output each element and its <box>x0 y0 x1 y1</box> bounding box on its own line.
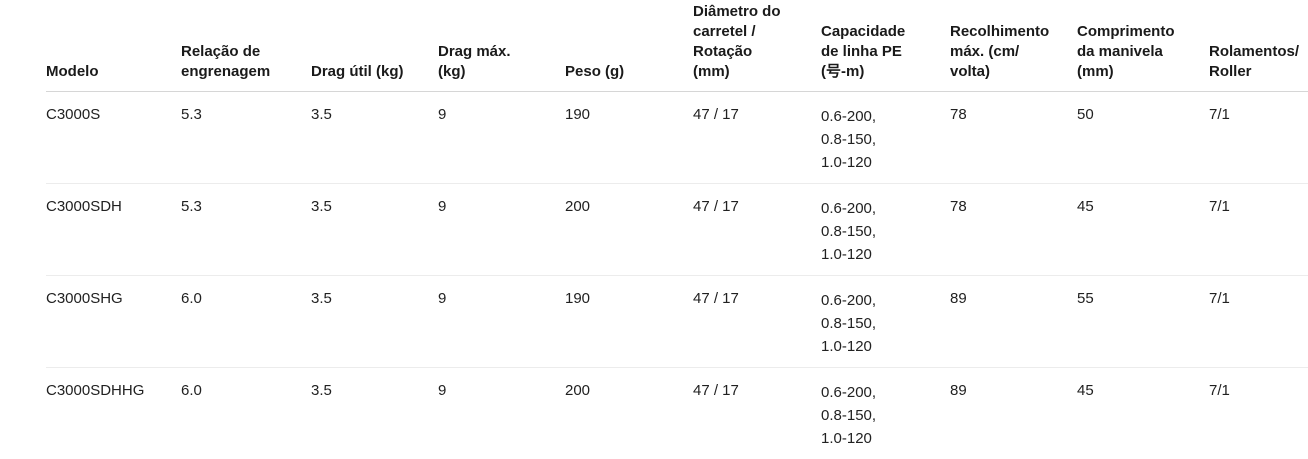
cell-diametro: 47 / 17 <box>693 382 739 399</box>
cell-recolhimento: 89 <box>950 382 967 399</box>
cell-drag-max: 9 <box>438 198 447 215</box>
cell-modelo: C3000SDH <box>46 198 122 215</box>
cell-comprimento: 45 <box>1077 198 1094 215</box>
cell-diametro: 47 / 17 <box>693 198 739 215</box>
cell-rolamentos: 7/1 <box>1209 198 1230 215</box>
cell-peso: 190 <box>565 290 591 307</box>
cell-modelo: C3000SDHHG <box>46 382 145 399</box>
column-header-modelo: Modelo <box>46 2 181 92</box>
cell-comprimento: 55 <box>1077 290 1094 307</box>
cell-relacao: 6.0 <box>181 382 202 399</box>
cell-capacidade: 0.6-200, 0.8-150, 1.0-120 <box>821 384 877 447</box>
cell-comprimento: 45 <box>1077 382 1094 399</box>
spec-table-container: Modelo Relação de engrenagem Drag útil (… <box>46 2 1308 459</box>
cell-diametro: 47 / 17 <box>693 106 739 123</box>
table-row-c3000sdhhg: C3000SDHHG 6.0 3.5 9 200 47 / 17 0.6-200… <box>46 368 1308 459</box>
cell-capacidade: 0.6-200, 0.8-150, 1.0-120 <box>821 292 877 355</box>
cell-modelo: C3000S <box>46 106 101 123</box>
cell-comprimento: 50 <box>1077 106 1094 123</box>
cell-recolhimento: 78 <box>950 106 967 123</box>
column-header-capacidade: Capacidade de linha PE (号-m) <box>821 2 950 92</box>
column-header-rolamentos: Rolamentos/ Roller <box>1209 2 1308 92</box>
cell-drag-util: 3.5 <box>311 106 332 123</box>
table-row-c3000s: C3000S 5.3 3.5 9 190 47 / 17 0.6-200, 0.… <box>46 92 1308 184</box>
cell-drag-max: 9 <box>438 290 447 307</box>
cell-rolamentos: 7/1 <box>1209 106 1230 123</box>
column-header-recolhimento: Recolhimento máx. (cm/ volta) <box>950 2 1077 92</box>
column-header-drag-util: Drag útil (kg) <box>311 2 438 92</box>
cell-rolamentos: 7/1 <box>1209 382 1230 399</box>
cell-rolamentos: 7/1 <box>1209 290 1230 307</box>
column-header-peso: Peso (g) <box>565 2 693 92</box>
cell-peso: 200 <box>565 198 591 215</box>
header-row: Modelo Relação de engrenagem Drag útil (… <box>46 2 1308 92</box>
cell-recolhimento: 78 <box>950 198 967 215</box>
table-row-c3000shg: C3000SHG 6.0 3.5 9 190 47 / 17 0.6-200, … <box>46 276 1308 368</box>
column-header-relacao: Relação de engrenagem <box>181 2 311 92</box>
cell-drag-max: 9 <box>438 382 447 399</box>
column-header-diametro: Diâmetro do carretel / Rotação (mm) <box>693 2 821 92</box>
table-row-c3000sdh: C3000SDH 5.3 3.5 9 200 47 / 17 0.6-200, … <box>46 184 1308 276</box>
cell-capacidade: 0.6-200, 0.8-150, 1.0-120 <box>821 108 877 171</box>
cell-peso: 200 <box>565 382 591 399</box>
cell-diametro: 47 / 17 <box>693 290 739 307</box>
column-header-comprimento: Comprimento da manivela (mm) <box>1077 2 1209 92</box>
cell-drag-max: 9 <box>438 106 447 123</box>
cell-drag-util: 3.5 <box>311 290 332 307</box>
cell-capacidade: 0.6-200, 0.8-150, 1.0-120 <box>821 200 877 263</box>
cell-recolhimento: 89 <box>950 290 967 307</box>
cell-relacao: 5.3 <box>181 106 202 123</box>
reel-spec-table: Modelo Relação de engrenagem Drag útil (… <box>46 2 1308 459</box>
cell-drag-util: 3.5 <box>311 198 332 215</box>
cell-drag-util: 3.5 <box>311 382 332 399</box>
cell-relacao: 5.3 <box>181 198 202 215</box>
cell-modelo: C3000SHG <box>46 290 123 307</box>
cell-peso: 190 <box>565 106 591 123</box>
column-header-drag-max: Drag máx. (kg) <box>438 2 565 92</box>
cell-relacao: 6.0 <box>181 290 202 307</box>
